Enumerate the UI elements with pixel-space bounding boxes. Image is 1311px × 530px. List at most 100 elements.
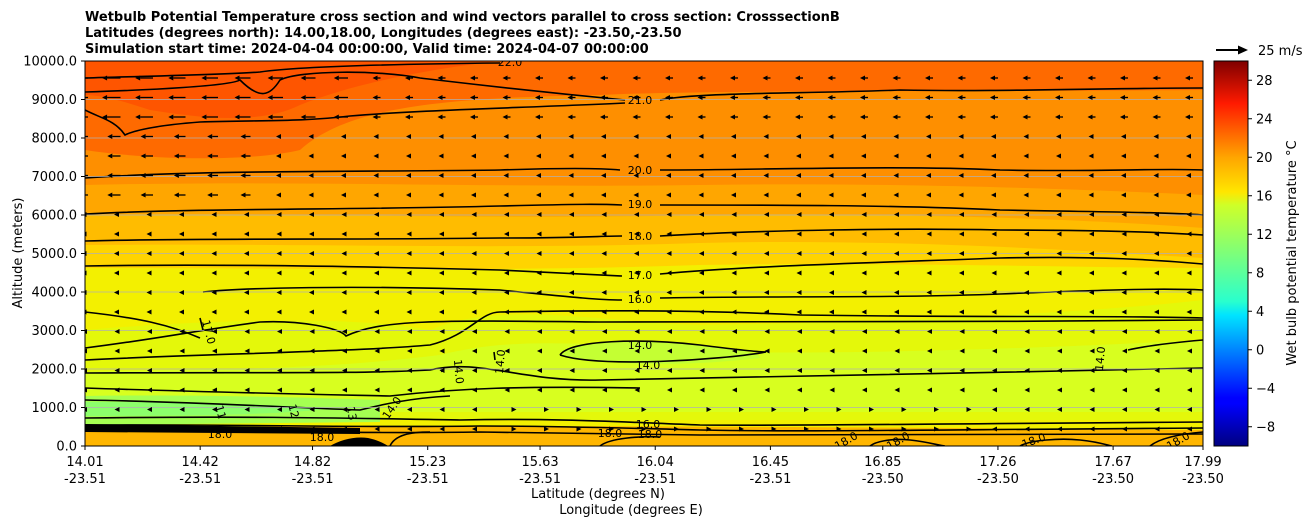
wind-vector-head	[569, 348, 575, 354]
chart-title-line-1: Wetbulb Potential Temperature cross sect…	[85, 10, 840, 25]
wind-vector-head	[341, 309, 347, 315]
wind-vector-head	[1186, 290, 1192, 295]
wind-vector-head	[1185, 95, 1190, 100]
wind-vector-head	[632, 114, 638, 120]
y-tick-label: 9000.0	[32, 93, 78, 108]
wind-vector-head	[1056, 290, 1062, 295]
wind-vector-head	[699, 251, 704, 256]
wind-vector-head	[569, 290, 574, 295]
wind-vector-head	[438, 192, 444, 198]
wind-vector-head	[762, 95, 768, 100]
wind-vector-head	[267, 114, 273, 120]
wind-vector-head	[1122, 368, 1127, 373]
wind-vector-head	[697, 114, 703, 120]
wind-vector-head	[276, 173, 281, 178]
x-tick-label-lon: -23.51	[179, 472, 221, 487]
wind-vector-head	[797, 387, 802, 393]
wind-vector-head	[894, 212, 899, 217]
wind-vector-head	[926, 270, 932, 276]
wind-vector-head	[470, 95, 475, 100]
wind-vector-head	[731, 134, 736, 139]
wind-vector-head	[536, 153, 541, 159]
wind-vector-head	[667, 368, 672, 373]
wind-vector-head	[1154, 329, 1160, 334]
wind-vector-head	[1057, 329, 1062, 334]
x-tick-label-lat: 16.85	[864, 455, 901, 470]
contour-line-21	[85, 395, 451, 411]
wind-vector-head	[1154, 290, 1159, 295]
wind-vector-head	[406, 270, 412, 276]
wind-vector-head	[827, 114, 833, 120]
wind-vector-head	[309, 309, 314, 315]
wind-vector-head	[234, 95, 240, 100]
wind-vector-head	[300, 95, 306, 100]
wind-vector-head	[958, 153, 964, 159]
x-tick-label-lat: 17.26	[979, 455, 1016, 470]
wind-vector-head	[1089, 212, 1094, 217]
wind-vector-head	[828, 192, 834, 198]
wind-vector-head	[894, 231, 899, 237]
x-tick-label-lon: -23.51	[292, 472, 334, 487]
wind-vector-head	[502, 75, 508, 81]
wind-vector-head	[341, 192, 346, 198]
y-tick-label: 1000.0	[32, 401, 78, 416]
wind-vector-head	[894, 387, 900, 393]
wind-vector-head	[333, 114, 339, 120]
wind-vector-head	[470, 114, 475, 120]
wind-vector-head	[829, 348, 835, 354]
wind-vector-head	[536, 173, 541, 178]
wind-vector-head	[991, 309, 997, 315]
wind-vector-head	[114, 329, 120, 334]
wind-vector-head	[405, 95, 410, 100]
wind-vector-head	[1122, 348, 1127, 354]
wind-vector-head	[991, 192, 996, 198]
wind-vector-head	[406, 173, 411, 178]
wind-vector-head	[862, 348, 867, 354]
wind-vector-head	[102, 114, 108, 120]
wind-vector-head	[439, 309, 444, 315]
wind-vector-head	[1056, 173, 1061, 178]
wind-vector-head	[211, 290, 217, 295]
wind-vector-head	[992, 407, 997, 412]
wind-vector-head	[1154, 387, 1160, 393]
wind-vector-head	[244, 290, 249, 295]
wind-vector-head	[892, 75, 898, 81]
wind-vector-head	[536, 309, 542, 315]
wind-vector-head	[764, 231, 769, 237]
wind-vector-head	[173, 153, 179, 159]
wind-vector-head	[862, 387, 867, 393]
wind-vector-head	[1055, 75, 1060, 81]
x-tick-label-lat: 16.45	[752, 455, 789, 470]
wind-vector-head	[1024, 270, 1029, 276]
wind-vector-head	[764, 290, 769, 295]
wind-vector-head	[829, 387, 835, 393]
wind-vector-head	[374, 212, 379, 217]
wind-vector-head	[114, 426, 120, 432]
wind-vector-head	[862, 368, 867, 373]
contour-line-13	[659, 288, 1203, 299]
contour-label: 18.0	[598, 427, 623, 440]
contour-label: 18.0	[208, 428, 233, 441]
wind-vector-head	[958, 134, 964, 139]
wind-vector-head	[437, 75, 443, 81]
wind-vector-head	[1089, 309, 1094, 315]
wind-vector-head	[667, 348, 672, 354]
wind-vector-head	[1024, 309, 1029, 315]
wind-vector-head	[958, 192, 964, 198]
wind-vector-head	[1121, 134, 1126, 139]
wind-vector-head	[407, 368, 412, 373]
wind-vector-head	[374, 270, 379, 276]
wind-vector-head	[697, 95, 703, 100]
wind-vector-head	[438, 134, 444, 139]
colorbar-fill	[1213, 60, 1249, 447]
wind-vector-head	[601, 173, 606, 178]
quiver-key-arrowhead	[1238, 45, 1248, 55]
wind-vector-head	[1154, 212, 1159, 217]
chart-title-line-2: Latitudes (degrees north): 14.00,18.00, …	[85, 26, 682, 41]
wind-vector-head	[1024, 348, 1030, 354]
wind-vector-head	[406, 153, 411, 159]
contour-label: 18.0	[310, 431, 335, 444]
wind-vector-head	[244, 270, 249, 276]
wind-vector-head	[730, 114, 735, 120]
wind-vector-head	[1088, 192, 1094, 198]
